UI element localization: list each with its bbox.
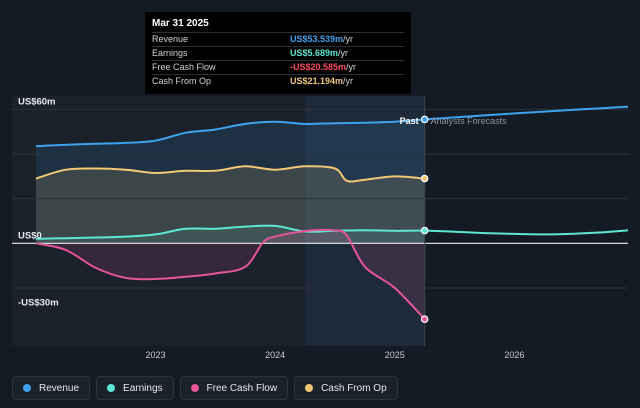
- highlight-region: [305, 96, 425, 346]
- forecast-line-earnings: [424, 229, 629, 236]
- y-tick-label: -US$30m: [18, 297, 59, 308]
- x-tick-label: 2026: [504, 350, 524, 360]
- tooltip-label: Revenue: [152, 34, 189, 44]
- tooltip-date: Mar 31 2025: [152, 18, 209, 29]
- marker-cash-from-op: [420, 174, 429, 183]
- area-earnings: [35, 225, 425, 244]
- legend-dot-icon: [107, 384, 116, 392]
- line-revenue: [35, 118, 425, 148]
- line-cash-from-op: [35, 165, 425, 183]
- legend: Revenue Earnings Free Cash Flow Cash Fro…: [12, 376, 398, 400]
- tooltip-value: US$5.689m: [290, 48, 339, 58]
- legend-dot-icon: [305, 384, 314, 392]
- legend-dot-icon: [23, 384, 31, 392]
- y-tick-label: US$0: [18, 230, 42, 241]
- tooltip-label: Earnings: [152, 48, 188, 58]
- marker-earnings: [420, 226, 429, 235]
- x-tick-label: 2023: [146, 350, 166, 360]
- marker-free-cash-flow: [420, 315, 429, 324]
- tooltip: Mar 31 2025 Revenue US$53.539m /yr Earni…: [145, 12, 411, 94]
- tooltip-value: US$53.539m: [290, 34, 344, 44]
- tooltip-unit: /yr: [338, 48, 349, 58]
- tooltip-label: Free Cash Flow: [152, 62, 216, 72]
- tooltip-unit: /yr: [343, 34, 354, 44]
- tooltip-label: Cash From Op: [152, 76, 212, 86]
- legend-item-revenue[interactable]: Revenue: [12, 376, 91, 400]
- legend-label: Revenue: [39, 382, 80, 394]
- legend-item-earnings[interactable]: Earnings: [96, 376, 174, 400]
- marker-revenue: [420, 115, 429, 124]
- past-label: Past: [400, 116, 419, 126]
- legend-item-cash-from-op[interactable]: Cash From Op: [294, 376, 398, 400]
- tooltip-value: -US$20.585m: [290, 62, 347, 72]
- line-earnings: [35, 224, 425, 240]
- x-tick-label: 2024: [265, 350, 285, 360]
- tooltip-row-cash-from-op: Cash From Op US$21.194m /yr: [152, 74, 404, 88]
- x-tick-label: 2025: [385, 350, 405, 360]
- forecast-line-revenue: [424, 105, 629, 121]
- area-revenue: [35, 119, 425, 244]
- area-cash-from-op: [35, 166, 425, 244]
- tooltip-row-free-cash-flow: Free Cash Flow -US$20.585m /yr: [152, 60, 404, 74]
- legend-label: Earnings: [123, 382, 163, 394]
- line-free-cash-flow: [35, 228, 426, 320]
- tooltip-row-revenue: Revenue US$53.539m /yr: [152, 32, 404, 46]
- forecast-label: Analysts Forecasts: [431, 116, 508, 126]
- legend-label: Free Cash Flow: [206, 382, 278, 394]
- tooltip-unit: /yr: [346, 62, 357, 72]
- chart-canvas: US$60m US$0 -US$30m 2023 2024 2025 2026 Past Ana…: [12, 96, 629, 360]
- tooltip-value: US$21.194m: [290, 76, 344, 86]
- area-free-cash-flow: [35, 229, 425, 320]
- y-tick-label: US$60m: [18, 96, 56, 107]
- legend-dot-icon: [190, 384, 199, 392]
- tooltip-row-earnings: Earnings US$5.689m /yr: [152, 46, 404, 60]
- legend-item-free-cash-flow[interactable]: Free Cash Flow: [179, 376, 289, 400]
- tooltip-unit: /yr: [343, 76, 354, 86]
- legend-label: Cash From Op: [321, 382, 387, 394]
